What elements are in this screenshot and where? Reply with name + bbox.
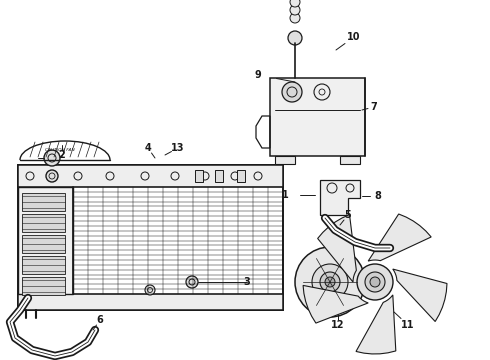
Bar <box>18 165 283 310</box>
Text: 8: 8 <box>374 191 381 201</box>
Circle shape <box>186 276 198 288</box>
Polygon shape <box>393 269 447 321</box>
Text: 6: 6 <box>97 315 103 325</box>
Polygon shape <box>303 285 368 323</box>
Text: 1: 1 <box>282 190 289 200</box>
Bar <box>18 187 73 294</box>
Text: 7: 7 <box>370 102 377 112</box>
Bar <box>22 277 65 295</box>
Text: 3: 3 <box>244 277 250 287</box>
Circle shape <box>370 277 380 287</box>
Circle shape <box>365 272 385 292</box>
Polygon shape <box>356 295 396 354</box>
Circle shape <box>288 31 302 45</box>
Circle shape <box>145 285 155 295</box>
Bar <box>215 170 223 182</box>
Circle shape <box>290 0 300 7</box>
Text: 12: 12 <box>331 320 345 330</box>
Circle shape <box>295 247 365 317</box>
Bar <box>18 165 283 187</box>
Polygon shape <box>320 180 360 215</box>
Bar <box>237 170 245 182</box>
Text: 9: 9 <box>255 70 261 80</box>
Text: 2: 2 <box>59 150 65 160</box>
Circle shape <box>290 13 300 23</box>
Circle shape <box>325 277 335 287</box>
Circle shape <box>312 264 348 300</box>
Bar <box>22 235 65 253</box>
Circle shape <box>290 5 300 15</box>
Bar <box>275 156 295 164</box>
Polygon shape <box>368 214 431 261</box>
Text: 11: 11 <box>401 320 415 330</box>
Circle shape <box>46 170 58 182</box>
Text: 10: 10 <box>347 32 361 42</box>
Bar <box>22 256 65 274</box>
Bar <box>340 156 360 164</box>
Bar <box>22 214 65 232</box>
Polygon shape <box>318 215 356 282</box>
Bar <box>270 78 365 156</box>
Circle shape <box>44 150 60 166</box>
Text: CAUTION FAN: CAUTION FAN <box>45 148 75 152</box>
Circle shape <box>282 82 302 102</box>
Bar <box>18 294 283 310</box>
Text: 5: 5 <box>344 210 351 220</box>
Bar <box>195 170 203 182</box>
Text: 4: 4 <box>145 143 151 153</box>
Text: 13: 13 <box>171 143 185 153</box>
Circle shape <box>320 272 340 292</box>
Circle shape <box>357 264 393 300</box>
Bar <box>22 193 65 211</box>
